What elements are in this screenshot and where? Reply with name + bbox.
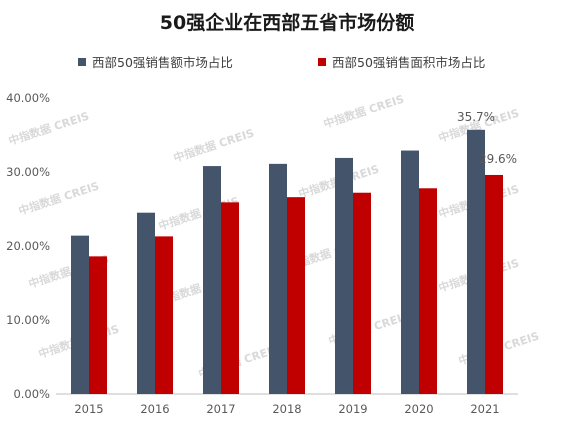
bar-area-2016: [155, 236, 173, 394]
legend-item-area: 西部50强销售面积市场占比: [318, 52, 485, 71]
y-tick-label: 0.00%: [13, 387, 50, 401]
bar-sales-2016: [137, 212, 155, 394]
data-labels: 35.7% 29.6%: [457, 110, 517, 166]
watermark-text: 中指数据 CREIS: [172, 126, 256, 165]
bar-sales-2020: [401, 150, 419, 394]
x-tick-label: 2015: [74, 402, 103, 416]
y-tick-label: 40.00%: [6, 91, 50, 105]
y-tick-label: 10.00%: [6, 313, 50, 327]
legend-item-sales: 西部50强销售额市场占比: [78, 52, 233, 71]
x-tick-label: 2017: [206, 402, 235, 416]
bar-sales-2021: [467, 129, 485, 394]
bar-area-2019: [353, 192, 371, 394]
bar-sales-2018: [269, 163, 287, 394]
bars: [71, 129, 503, 394]
watermark-text: 中指数据 CREIS: [17, 179, 101, 218]
bar-area-2021: [485, 174, 503, 394]
x-tick-label: 2021: [470, 402, 499, 416]
legend: 西部50强销售额市场占比 西部50强销售面积市场占比: [60, 52, 540, 72]
x-tick-label: 2020: [404, 402, 433, 416]
y-tick-label: 30.00%: [6, 165, 50, 179]
bar-sales-2017: [203, 166, 221, 394]
legend-swatch-area: [318, 57, 326, 66]
x-tick-label: 2019: [338, 402, 367, 416]
legend-label-sales: 西部50强销售额市场占比: [92, 55, 233, 70]
legend-label-area: 西部50强销售面积市场占比: [332, 55, 486, 70]
data-label-sales-2021: 35.7%: [457, 110, 495, 124]
bar-sales-2019: [335, 157, 353, 394]
data-label-area-2021: 29.6%: [479, 152, 517, 166]
y-tick-label: 20.00%: [6, 239, 50, 253]
y-axis: 0.00% 10.00% 20.00% 30.00% 40.00%: [6, 91, 518, 401]
chart-title: 50强企业在西部五省市场份额: [159, 12, 415, 34]
bar-sales-2015: [71, 235, 89, 394]
x-axis: 2015 2016 2017 2018 2019 2020 2021: [74, 402, 499, 416]
bar-area-2015: [89, 256, 107, 394]
watermark-text: 中指数据 CREIS: [7, 109, 91, 148]
bar-area-2020: [419, 188, 437, 394]
bar-area-2017: [221, 202, 239, 394]
legend-swatch-sales: [78, 57, 86, 66]
x-tick-label: 2016: [140, 402, 169, 416]
x-tick-label: 2018: [272, 402, 301, 416]
bar-area-2018: [287, 197, 305, 394]
watermark-text: 中指数据 CREIS: [322, 92, 406, 131]
